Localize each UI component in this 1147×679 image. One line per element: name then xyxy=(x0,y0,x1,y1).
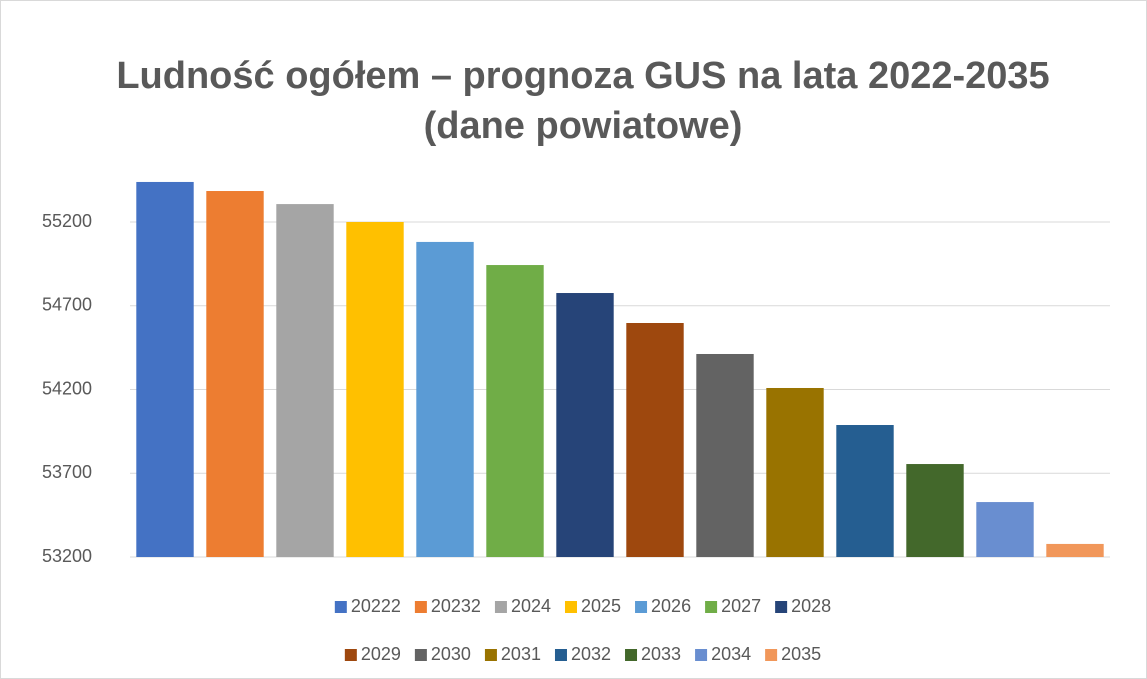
legend-label: 2034 xyxy=(711,644,751,664)
bar xyxy=(276,204,334,557)
legend-swatch xyxy=(554,649,567,661)
legend-swatch xyxy=(494,601,507,613)
bar xyxy=(836,425,894,557)
bar xyxy=(976,502,1034,557)
legend-label: 2025 xyxy=(581,596,621,616)
bar xyxy=(206,191,264,557)
legend-label: 2028 xyxy=(791,596,831,616)
legend-swatch xyxy=(775,601,788,613)
y-tick-label: 54700 xyxy=(42,295,92,315)
bar xyxy=(906,464,964,557)
bar xyxy=(626,323,684,557)
legend-label: 2032 xyxy=(571,644,611,664)
bar xyxy=(346,222,404,557)
legend-label: 20222 xyxy=(351,596,401,616)
legend-label: 2026 xyxy=(651,596,691,616)
legend-swatch xyxy=(414,601,427,613)
legend-swatch xyxy=(635,601,648,613)
bar xyxy=(486,265,544,557)
bar xyxy=(696,353,754,557)
legend-label: 20232 xyxy=(431,596,481,616)
legend-label: 2035 xyxy=(781,644,821,664)
bar xyxy=(556,293,614,557)
legend-swatch xyxy=(705,601,718,613)
bar xyxy=(416,241,474,557)
legend-swatch xyxy=(414,649,427,661)
legend-swatch xyxy=(695,649,708,661)
bar xyxy=(766,387,824,557)
legend-swatch xyxy=(765,649,778,661)
legend-label: 2024 xyxy=(511,596,551,616)
legend-swatch xyxy=(625,649,638,661)
legend-label: 2033 xyxy=(641,644,681,664)
legend-swatch xyxy=(344,649,357,661)
y-tick-label: 55200 xyxy=(42,211,92,231)
bar xyxy=(1046,543,1104,557)
legend-swatch xyxy=(484,649,497,661)
legend-swatch xyxy=(564,601,577,613)
chart-title: Ludność ogółem – prognoza GUS na lata 20… xyxy=(116,55,1049,97)
legend-label: 2029 xyxy=(361,644,401,664)
y-tick-label: 54200 xyxy=(42,378,92,398)
legend-label: 2030 xyxy=(431,644,471,664)
legend-swatch xyxy=(334,601,347,613)
y-tick-label: 53700 xyxy=(42,462,92,482)
legend-label: 2031 xyxy=(501,644,541,664)
bar xyxy=(136,181,194,557)
y-tick-label: 53200 xyxy=(42,546,92,566)
chart-title: (dane powiatowe) xyxy=(424,105,743,147)
legend-label: 2027 xyxy=(721,596,761,616)
